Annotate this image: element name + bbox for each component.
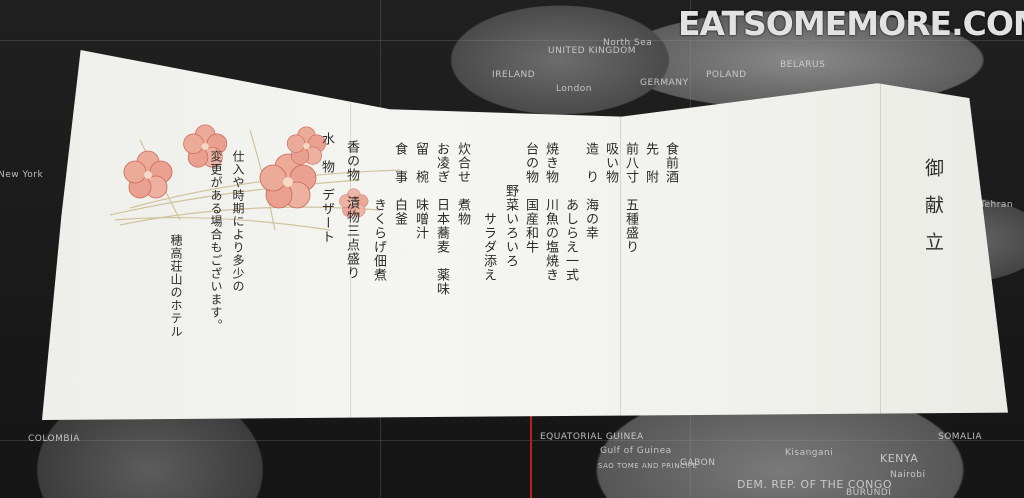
menu-title: 御献立 <box>922 158 944 269</box>
card-fold-line <box>880 50 881 420</box>
menu-line: 炊合せ 煮物 <box>455 142 470 226</box>
cherry-blossom-illustration <box>109 124 401 231</box>
menu-line: 前八寸 五種盛り <box>623 142 638 254</box>
menu-line: 食 事 白釜 <box>392 142 407 226</box>
map-gridline <box>0 40 1024 41</box>
card-fold-line <box>620 50 621 420</box>
menu-line: 食前酒 <box>663 142 678 184</box>
menu-line: きくらげ佃煮 <box>371 142 386 282</box>
menu-line: 野菜いろいろ <box>503 142 518 268</box>
map-label-nairobi: Nairobi <box>890 470 926 480</box>
map-label-london: London <box>556 84 592 94</box>
menu-line: あしらえ一式 <box>563 142 578 282</box>
map-label-dem-rep-congo: DEM. REP. OF THE CONGO <box>737 478 893 491</box>
notice-line: 仕入や時期により多少の <box>231 150 245 293</box>
menu-line: 先 附 <box>643 142 658 184</box>
map-label-belarus: BELARUS <box>780 60 826 70</box>
menu-line: 吸い物 <box>603 142 618 184</box>
map-label-united-kingdom: UNITED KINGDOM <box>548 46 636 56</box>
map-label-north-sea: North Sea <box>603 38 653 48</box>
blossom-flower <box>123 150 173 199</box>
hotel-name: 穂高荘山のホテル <box>169 234 183 338</box>
menu-line: 留 椀 味噌汁 <box>413 142 428 240</box>
map-label-poland: POLAND <box>706 70 747 80</box>
map-gridline <box>0 440 1024 441</box>
notice-line: 変更がある場合もございます。 <box>209 150 223 332</box>
menu-line: 香の物 漬物三点盛り <box>344 140 359 280</box>
menu-line: 造 り 海の幸 <box>583 142 598 240</box>
map-label-colombia: COLOMBIA <box>28 434 80 444</box>
menu-line: 焼き物 川魚の塩焼き <box>543 142 558 282</box>
map-label-gabon: GABON <box>680 458 716 468</box>
menu-line: サラダ添え <box>481 142 496 282</box>
map-label-sao-tome: SAO TOME AND PRINCIPE <box>598 462 698 470</box>
map-label-burundi: BURUNDI <box>846 488 892 498</box>
prime-meridian-line <box>530 400 532 498</box>
menu-line: お凌ぎ 日本蕎麦 薬味 <box>434 142 449 296</box>
map-label-new-york: New York <box>0 170 44 180</box>
site-watermark: EATSOMEMORE.COM <box>678 4 1024 43</box>
menu-line: 水 物 デザート <box>319 132 334 244</box>
map-label-kenya: KENYA <box>880 452 919 465</box>
map-label-kisangani: Kisangani <box>785 448 834 458</box>
map-label-germany: GERMANY <box>640 78 689 88</box>
map-label-equatorial-guinea: EQUATORIAL GUINEA <box>540 432 644 442</box>
map-label-somalia: SOMALIA <box>938 432 983 442</box>
menu-line: 台の物 国産和牛 <box>523 142 538 254</box>
map-label-gulf-of-guinea: Gulf of Guinea <box>600 446 672 456</box>
card-fold-line <box>350 50 351 420</box>
map-label-tehran: Tehran <box>980 200 1014 210</box>
map-label-ireland: IRELAND <box>492 70 536 80</box>
